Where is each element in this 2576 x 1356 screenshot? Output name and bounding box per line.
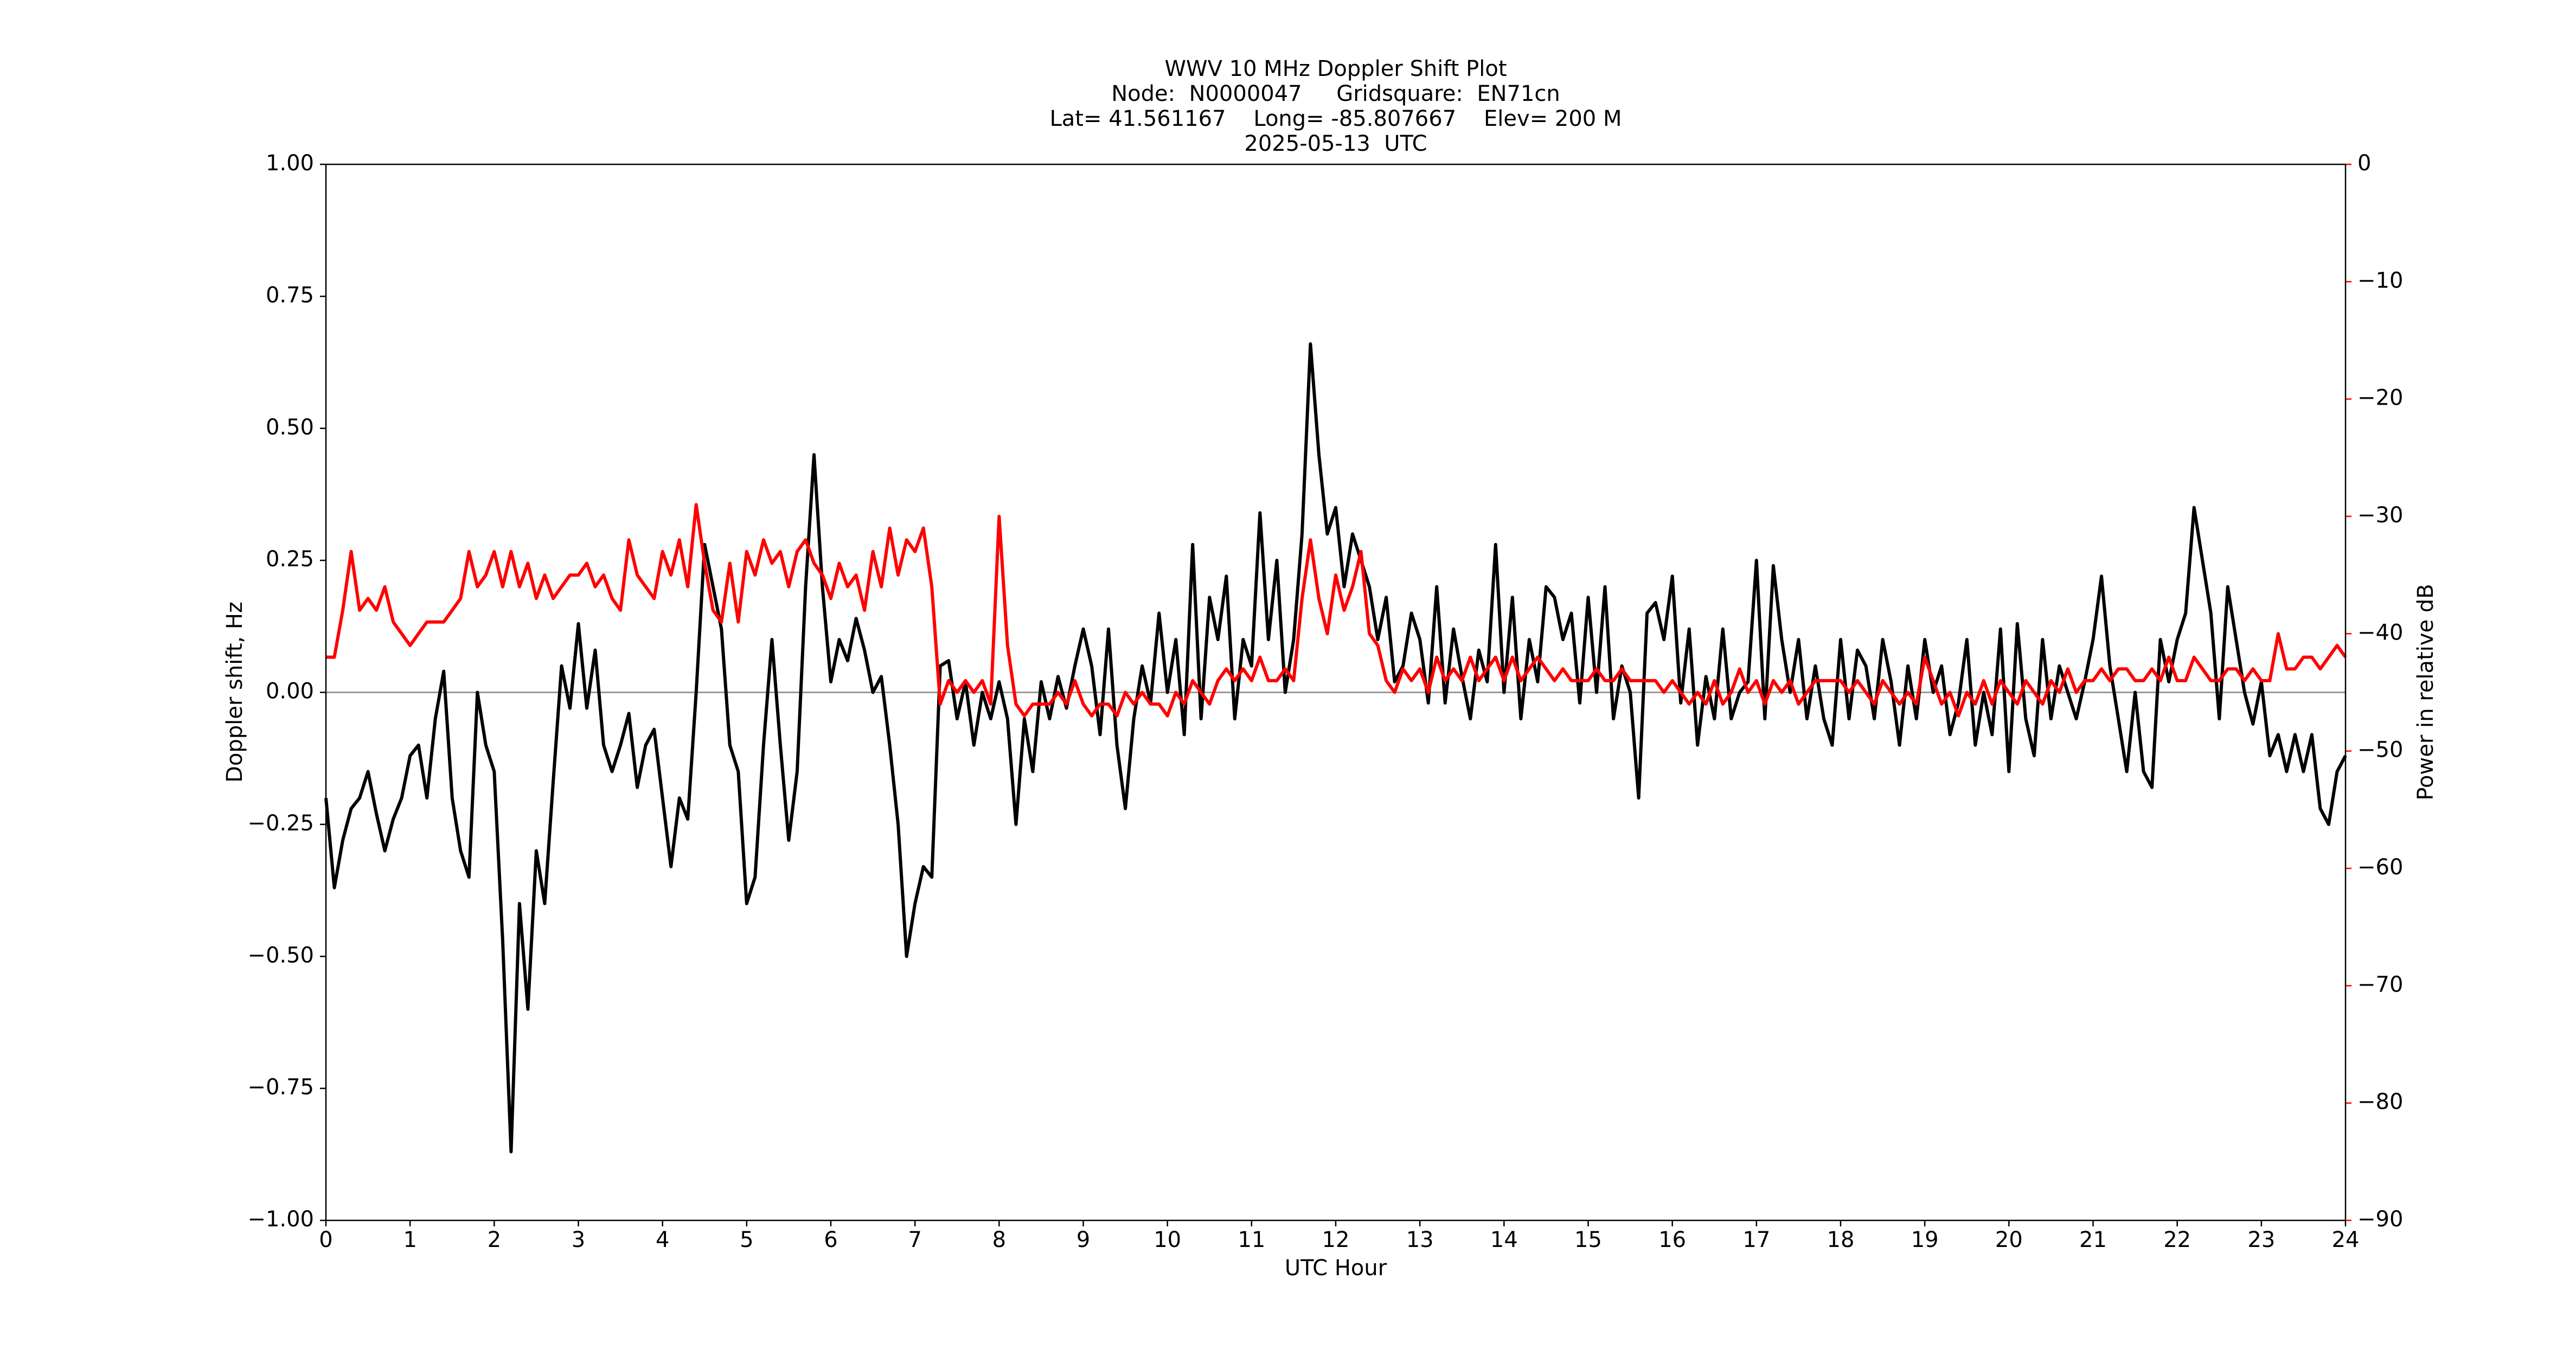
y-tick-label: 0.75 <box>266 283 314 308</box>
x-tick-label: 23 <box>2247 1227 2275 1252</box>
x-tick-label: 19 <box>1911 1227 1939 1252</box>
x-tick-label: 20 <box>1995 1227 2023 1252</box>
x-tick-label: 6 <box>824 1227 837 1252</box>
chart-subtitle: Lat= 41.561167 Long= -85.807667 Elev= 20… <box>1050 106 1622 131</box>
y2-tick-label: −50 <box>2357 738 2403 763</box>
y2-tick-label: −10 <box>2357 268 2403 293</box>
y2-tick-label: −80 <box>2357 1090 2403 1115</box>
y-tick-label: 0.25 <box>266 547 314 572</box>
x-tick-label: 14 <box>1490 1227 1518 1252</box>
x-tick-label: 0 <box>319 1227 332 1252</box>
x-tick-label: 15 <box>1574 1227 1602 1252</box>
x-tick-label: 22 <box>2163 1227 2191 1252</box>
y2-tick-label: −70 <box>2357 972 2403 997</box>
x-tick-label: 17 <box>1742 1227 1770 1252</box>
x-tick-label: 16 <box>1658 1227 1686 1252</box>
x-tick-label: 21 <box>2079 1227 2107 1252</box>
x-axis-label: UTC Hour <box>1285 1256 1387 1281</box>
x-tick-label: 2 <box>488 1227 501 1252</box>
y2-tick-label: −40 <box>2357 620 2403 645</box>
x-tick-label: 11 <box>1238 1227 1265 1252</box>
x-tick-label: 9 <box>1076 1227 1090 1252</box>
y-axis-label: Doppler shift, Hz <box>222 602 247 783</box>
x-tick-label: 8 <box>992 1227 1006 1252</box>
x-tick-label: 7 <box>908 1227 921 1252</box>
data-line <box>326 503 2347 718</box>
y2-tick-label: −90 <box>2357 1207 2403 1232</box>
x-tick-label: 3 <box>572 1227 585 1252</box>
x-tick-label: 1 <box>403 1227 416 1252</box>
x-tick-label: 12 <box>1322 1227 1350 1252</box>
y-tick-label: −0.50 <box>247 943 314 968</box>
chart-subtitle: 2025-05-13 UTC <box>1244 131 1427 156</box>
x-tick-label: 4 <box>656 1227 669 1252</box>
y2-tick-label: −20 <box>2357 386 2403 411</box>
y2-axis-label: Power in relative dB <box>2413 584 2438 800</box>
chart-subtitle: Node: N0000047 Gridsquare: EN71cn <box>1111 81 1560 106</box>
y-tick-label: −1.00 <box>247 1207 314 1232</box>
y-tick-label: 1.00 <box>266 151 314 176</box>
chart-title: WWV 10 MHz Doppler Shift Plot <box>1164 56 1507 81</box>
y-tick-label: 0.00 <box>266 679 314 704</box>
y-tick-label: −0.75 <box>247 1075 314 1100</box>
y2-tick-label: −60 <box>2357 855 2403 880</box>
y2-tick-label: 0 <box>2357 151 2371 176</box>
x-tick-label: 24 <box>2332 1227 2360 1252</box>
x-tick-label: 18 <box>1827 1227 1855 1252</box>
x-tick-label: 13 <box>1406 1227 1434 1252</box>
plot-frame <box>325 163 2347 1221</box>
y2-tick-label: −30 <box>2357 503 2403 528</box>
x-tick-label: 5 <box>740 1227 753 1252</box>
x-tick-label: 10 <box>1154 1227 1181 1252</box>
data-line <box>324 342 2347 1154</box>
y-tick-label: −0.25 <box>247 811 314 836</box>
y-tick-label: 0.50 <box>266 415 314 440</box>
